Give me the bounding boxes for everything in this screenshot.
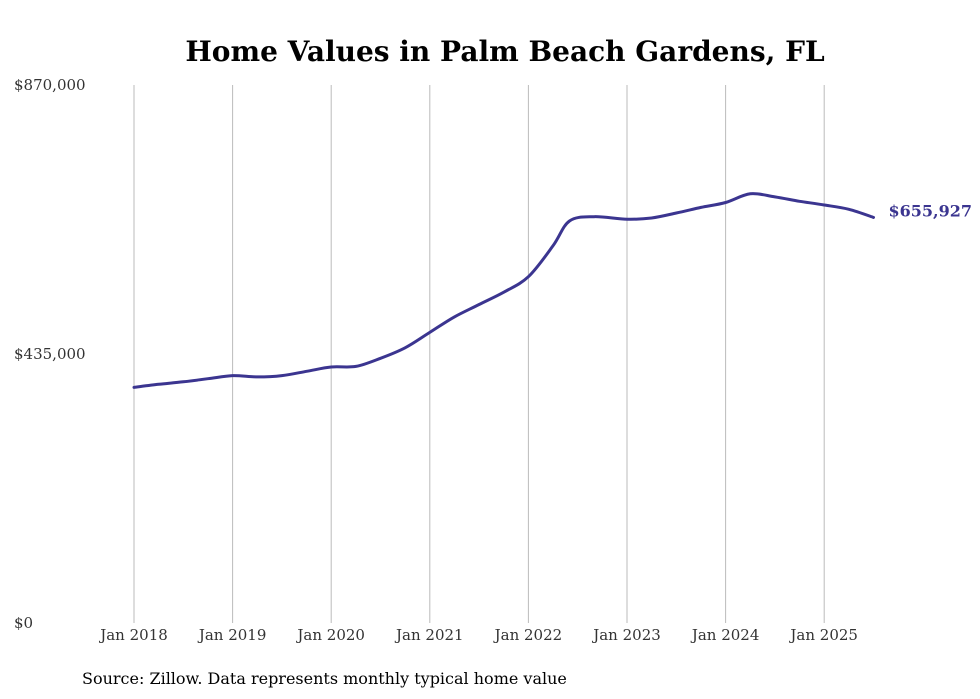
x-tick-label: Jan 2024: [690, 626, 760, 644]
y-tick-label: $0: [14, 614, 33, 632]
x-tick-label: Jan 2020: [295, 626, 365, 644]
vertical-gridlines: [133, 85, 825, 623]
x-axis-tick-labels: Jan 2018 Jan 2019 Jan 2020 Jan 2021 Jan 2022…: [98, 626, 858, 644]
chart-title: Home Values in Palm Beach Gardens, FL: [185, 35, 825, 68]
y-tick-label: $435,000: [14, 345, 86, 363]
x-tick-label: Jan 2022: [493, 626, 563, 644]
source-note: Source: Zillow. Data represents monthly …: [82, 669, 567, 688]
x-tick-label: Jan 2019: [197, 626, 267, 644]
y-tick-label: $870,000: [14, 76, 86, 94]
home-value-line: [132, 192, 875, 389]
x-tick-label: Jan 2025: [788, 626, 858, 644]
x-tick-label: Jan 2021: [394, 626, 464, 644]
x-tick-label: Jan 2018: [98, 626, 168, 644]
x-tick-label: Jan 2023: [591, 626, 661, 644]
latest-value-label: $655,927: [889, 201, 973, 220]
y-axis-tick-labels: $0 $435,000 $870,000: [14, 76, 86, 632]
